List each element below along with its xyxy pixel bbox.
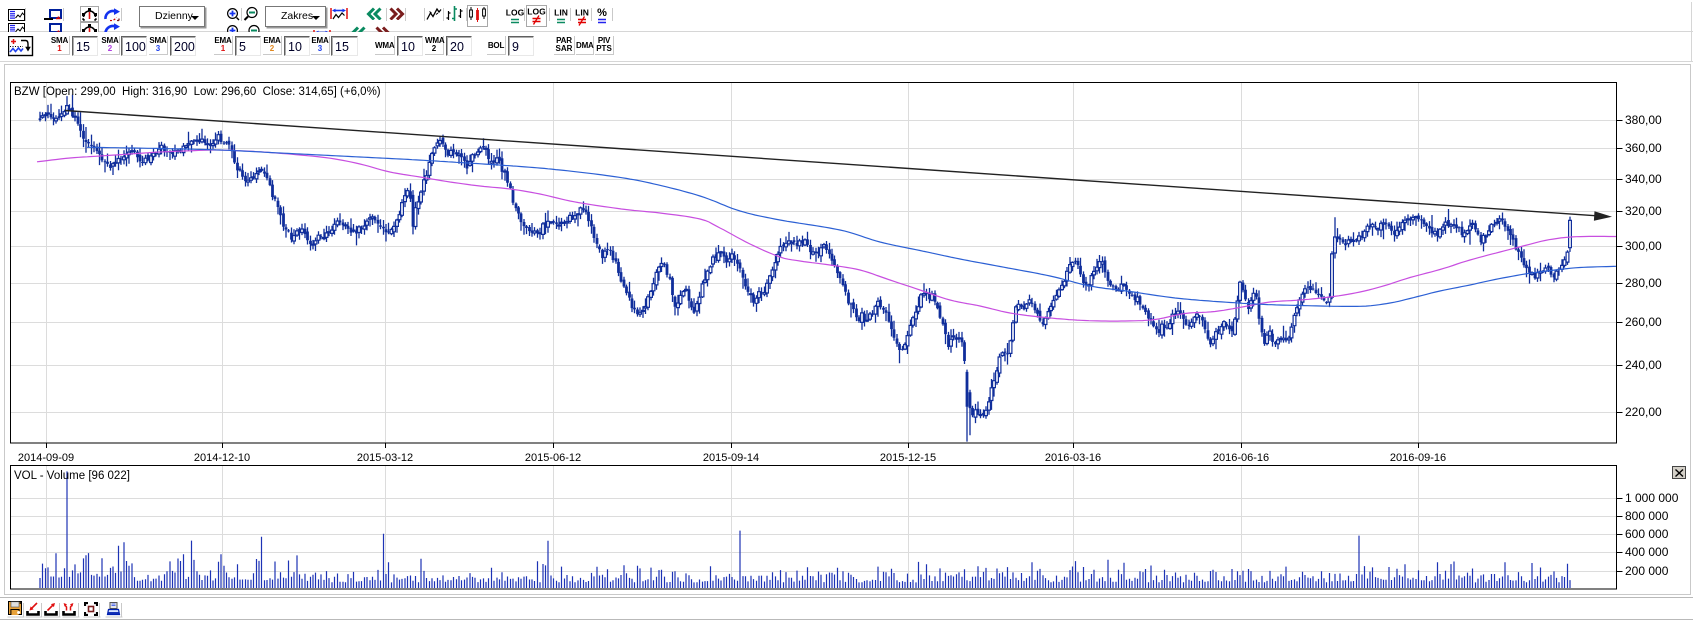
svg-text:%: % <box>597 7 607 19</box>
svg-text:2016-03-16: 2016-03-16 <box>1045 452 1101 464</box>
svg-text:2015-12-15: 2015-12-15 <box>880 452 936 464</box>
svg-text:2015-06-12: 2015-06-12 <box>525 452 581 464</box>
svg-text:300,00: 300,00 <box>1625 239 1662 253</box>
svg-text:LIN: LIN <box>554 8 568 18</box>
svg-text:320,00: 320,00 <box>1625 204 1662 218</box>
svg-text:600 000: 600 000 <box>1625 527 1669 541</box>
svg-text:2016-06-16: 2016-06-16 <box>1213 452 1269 464</box>
svg-text:LIN: LIN <box>575 8 589 18</box>
svg-text:2016-09-16: 2016-09-16 <box>1390 452 1446 464</box>
svg-text:380,00: 380,00 <box>1625 113 1662 127</box>
svg-text:340,00: 340,00 <box>1625 172 1662 186</box>
svg-text:2015-03-12: 2015-03-12 <box>357 452 413 464</box>
svg-text:200 000: 200 000 <box>1625 564 1669 578</box>
svg-text:400 000: 400 000 <box>1625 545 1669 559</box>
svg-text:BZW [Open: 299,00 High: 316,9: BZW [Open: 299,00 High: 316,90 Low: 296,… <box>14 86 381 98</box>
svg-text:VOL - Volume [96 022]: VOL - Volume [96 022] <box>14 470 130 482</box>
svg-text:280,00: 280,00 <box>1625 276 1662 290</box>
svg-text:240,00: 240,00 <box>1625 358 1662 372</box>
svg-text:LOG: LOG <box>527 7 546 17</box>
svg-text:360,00: 360,00 <box>1625 141 1662 155</box>
svg-text:2014-09-09: 2014-09-09 <box>18 452 74 464</box>
svg-text:2015-09-14: 2015-09-14 <box>703 452 759 464</box>
svg-text:LOG: LOG <box>506 8 525 18</box>
svg-text:220,00: 220,00 <box>1625 405 1662 419</box>
svg-text:260,00: 260,00 <box>1625 315 1662 329</box>
svg-text:800 000: 800 000 <box>1625 509 1669 523</box>
svg-text:1 000 000: 1 000 000 <box>1625 491 1679 505</box>
svg-text:2014-12-10: 2014-12-10 <box>194 452 250 464</box>
